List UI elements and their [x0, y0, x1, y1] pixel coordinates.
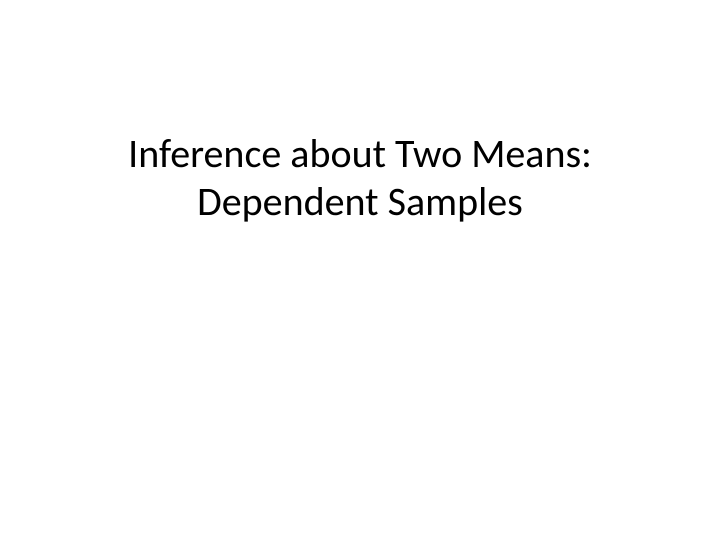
title-line-1: Inference about Two Means: — [128, 130, 592, 178]
slide-title: Inference about Two Means: Dependent Sam… — [128, 130, 592, 226]
slide-container: Inference about Two Means: Dependent Sam… — [0, 0, 720, 540]
title-line-2: Dependent Samples — [128, 178, 592, 226]
